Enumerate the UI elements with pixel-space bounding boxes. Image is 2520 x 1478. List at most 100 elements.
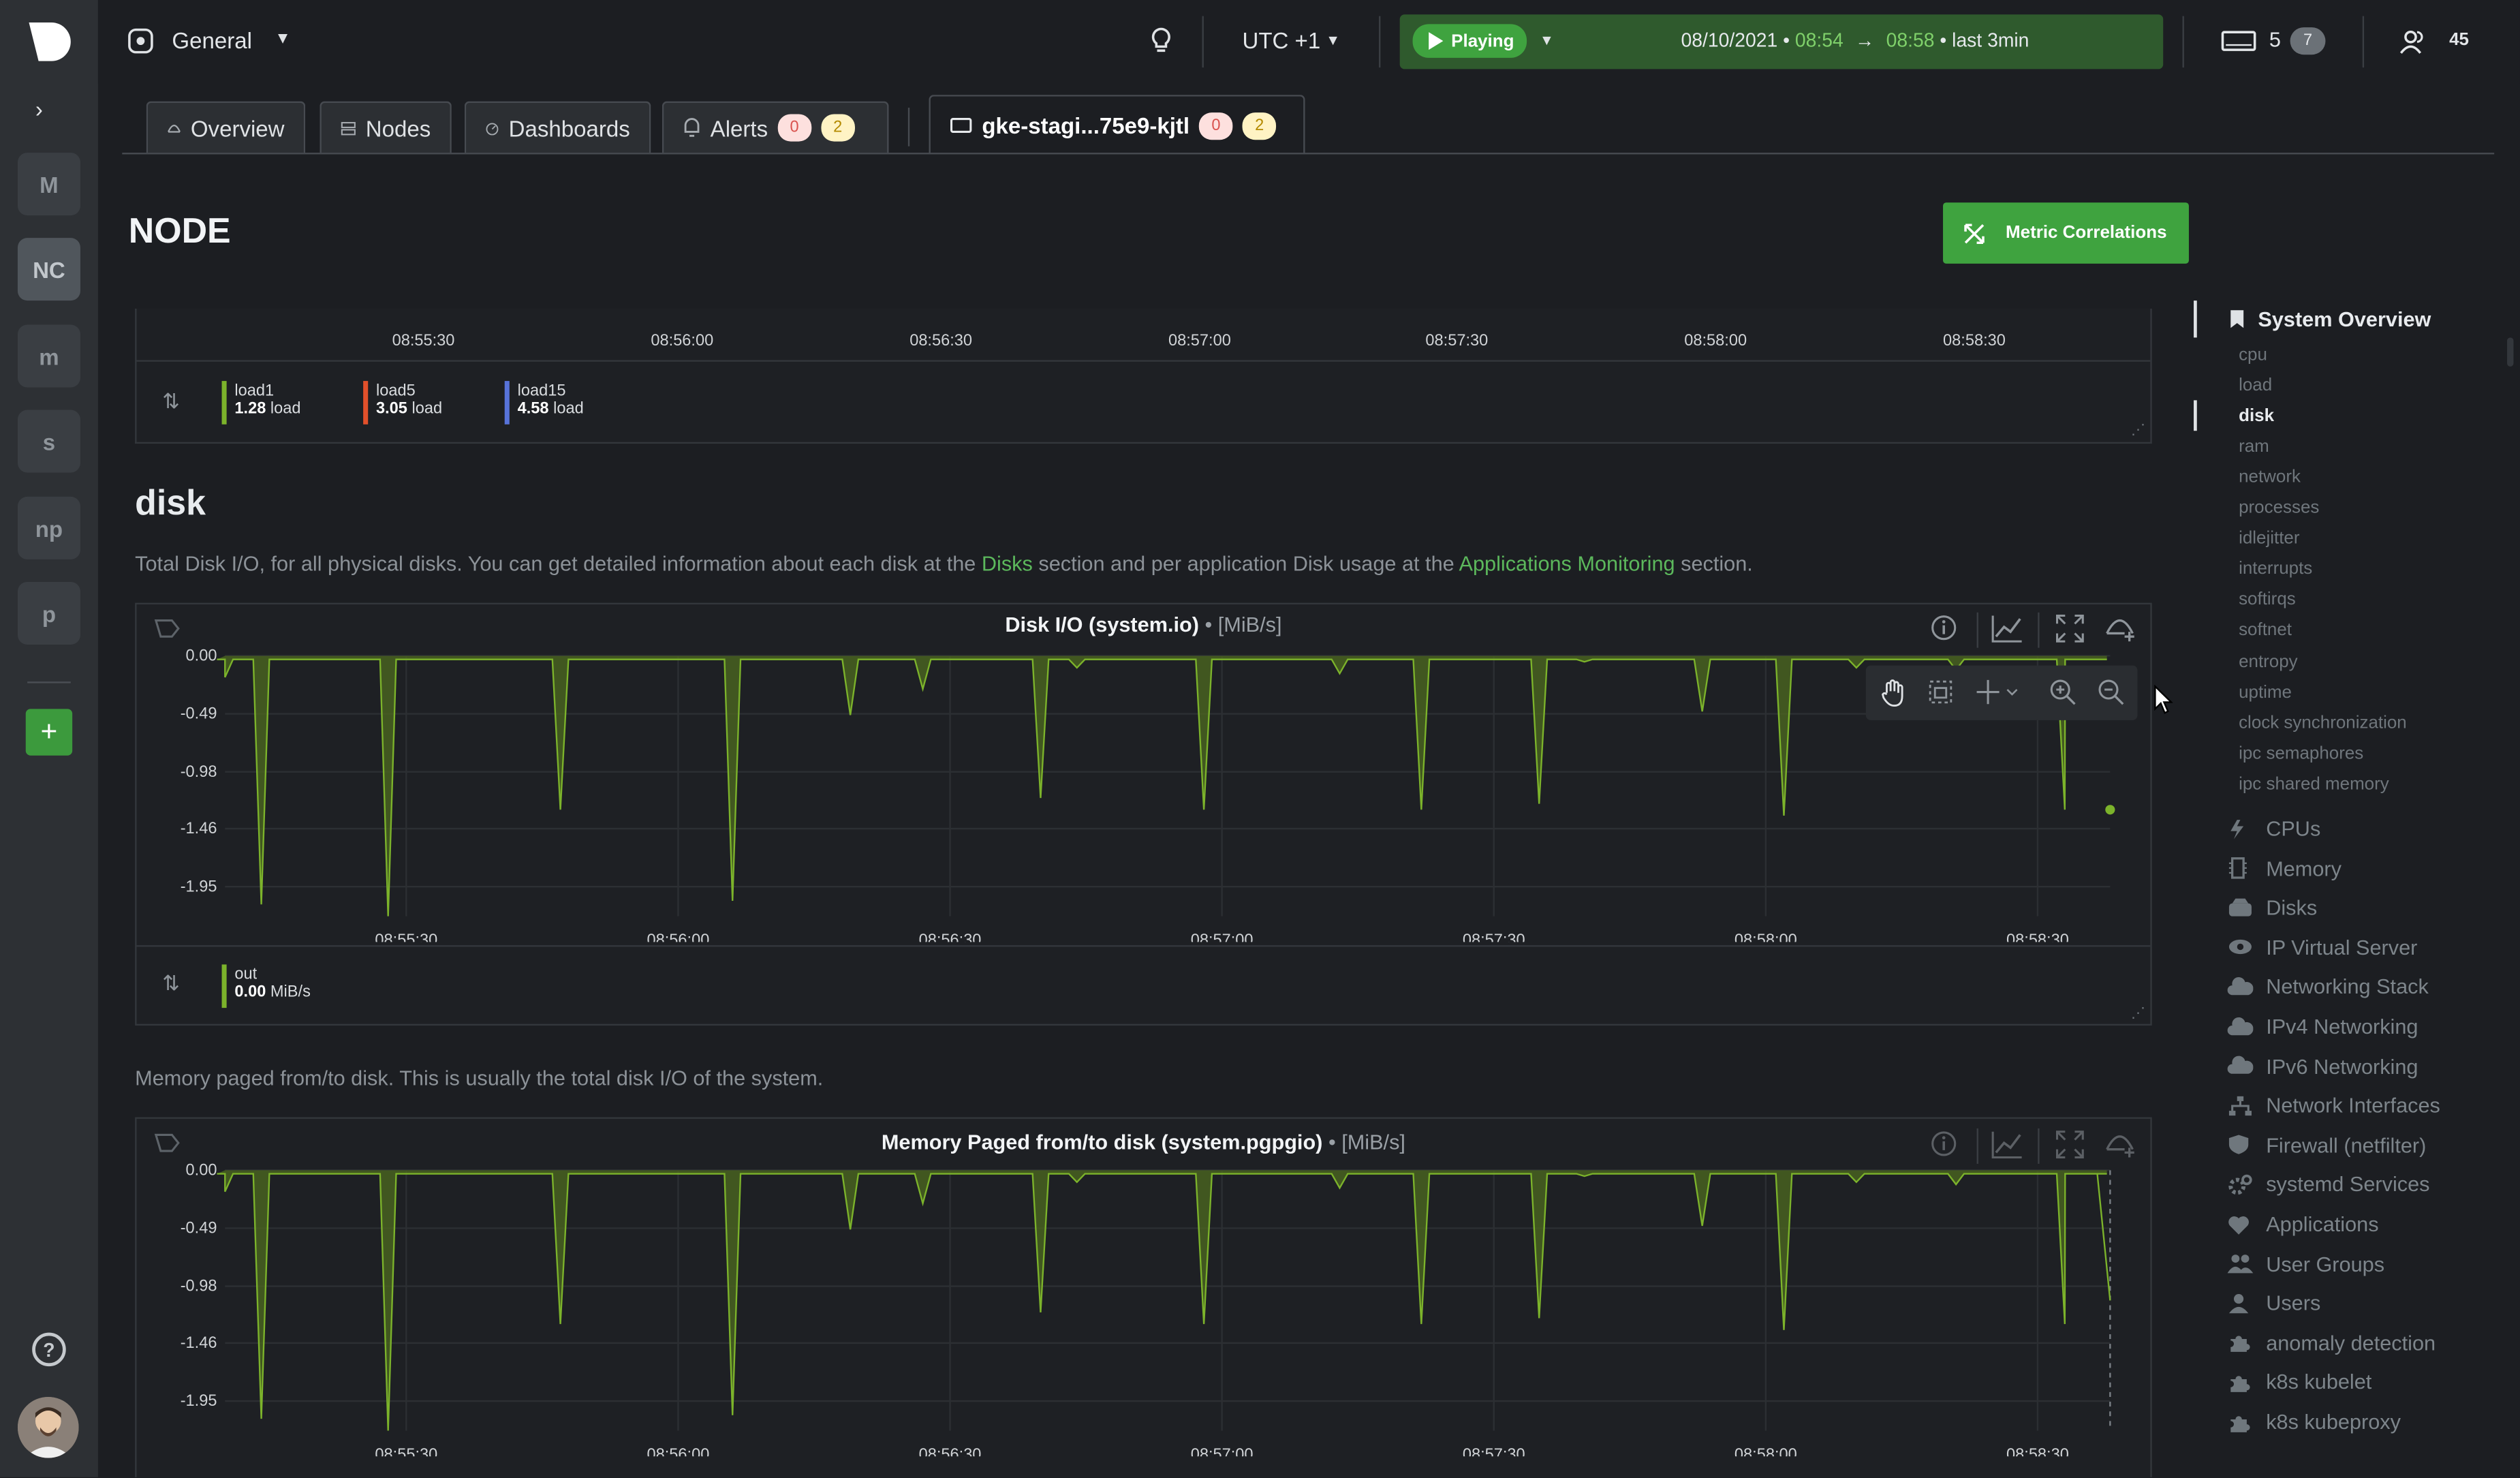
pgpgio-chart[interactable]: Memory Paged from/to disk (system.pgpgio…	[135, 1117, 2152, 1477]
chart-type-icon[interactable]	[1991, 614, 2023, 651]
nav-section-item[interactable]: Applications	[2228, 1212, 2379, 1236]
y-tick: -0.98	[181, 763, 217, 780]
room-selector[interactable]: General	[172, 27, 252, 53]
nav-section-item[interactable]: anomaly detection	[2228, 1331, 2436, 1355]
nav-section-item[interactable]: IPv6 Networking	[2227, 1054, 2418, 1078]
zoom-in-icon[interactable]	[2049, 678, 2076, 713]
nav-section-item[interactable]: Networking Stack	[2227, 974, 2429, 999]
nav-sub-item[interactable]: processes	[2239, 498, 2320, 519]
legend-item-load15[interactable]: load15 4.58 load	[518, 382, 584, 418]
help-icon[interactable]: ?	[32, 1332, 66, 1367]
x-tick: 08:58:00	[1735, 1445, 1797, 1456]
nav-section-item[interactable]: CPUs	[2228, 816, 2320, 841]
timeframe-bar[interactable]	[1399, 14, 2164, 70]
news-bulb-icon[interactable]	[1147, 26, 1175, 63]
timezone-chevron-down-icon[interactable]: ▼	[1326, 32, 1341, 48]
space-np[interactable]: np	[17, 496, 80, 559]
y-tick: 0.00	[186, 1160, 217, 1178]
user-avatar[interactable]	[17, 1396, 79, 1458]
tab-node[interactable]: gke-stagi...75e9-kjtl 0 2	[929, 95, 1305, 155]
nav-sub-item[interactable]: disk	[2239, 407, 2275, 427]
nav-section-item[interactable]: IP Virtual Server	[2228, 935, 2417, 959]
nav-sub-item[interactable]: softirqs	[2239, 590, 2296, 610]
chart-title-line: Memory Paged from/to disk (system.pgpgio…	[137, 1130, 2151, 1154]
nav-sub-item[interactable]: ipc shared memory	[2239, 774, 2389, 794]
legend-item-load5[interactable]: load5 3.05 load	[376, 382, 442, 418]
resize-handle-icon[interactable]: ⋰	[2131, 421, 2146, 437]
room-chevron-down-icon[interactable]: ▼	[275, 30, 291, 48]
sort-legend-icon[interactable]: ⇅	[162, 388, 180, 414]
space-m[interactable]: m	[17, 324, 80, 388]
expand-chevron-icon[interactable]: ›	[35, 96, 43, 123]
fullscreen-icon[interactable]	[2055, 614, 2084, 651]
tab-alerts[interactable]: Alerts 0 2	[662, 101, 889, 153]
users-count[interactable]: 45	[2449, 30, 2470, 50]
dashboard-add-icon[interactable]	[2105, 1130, 2136, 1167]
nav-system-overview[interactable]: System Overview	[2229, 307, 2431, 331]
nav-sub-item[interactable]: cpu	[2239, 345, 2267, 365]
x-tick: 08:56:30	[909, 333, 973, 351]
nav-sub-item[interactable]: interrupts	[2239, 559, 2313, 580]
room-icon	[127, 27, 154, 63]
crosshair-icon[interactable]	[1975, 678, 2020, 713]
nav-sub-item[interactable]: idlejitter	[2239, 529, 2300, 549]
resize-handle-icon[interactable]: ⋰	[2131, 1004, 2146, 1021]
nodes-icon[interactable]	[2221, 31, 2256, 59]
nav-sub-item[interactable]: clock synchronization	[2239, 713, 2407, 733]
chart-status-icon	[153, 1130, 181, 1162]
nav-sub-item[interactable]: ram	[2239, 437, 2269, 457]
nav-sub-item[interactable]: softnet	[2239, 621, 2292, 641]
chart-type-icon[interactable]	[1991, 1130, 2023, 1167]
fullscreen-icon[interactable]	[2055, 1130, 2084, 1167]
pan-hand-icon[interactable]	[1880, 678, 1908, 715]
nav-section-item[interactable]: k8s kubeproxy	[2228, 1410, 2401, 1434]
x-tick: 08:55:30	[375, 931, 437, 942]
nav-section-item[interactable]: Network Interfaces	[2228, 1094, 2440, 1118]
nav-sub-item[interactable]: uptime	[2239, 682, 2292, 702]
disk-io-chart[interactable]: Disk I/O (system.io) • [MiB/s] ⇅ out 0.0…	[135, 602, 2152, 1026]
nav-sub-item[interactable]: load	[2239, 376, 2273, 396]
space-p[interactable]: p	[17, 581, 80, 645]
nav-section-item[interactable]: Firewall (netfilter)	[2228, 1133, 2426, 1157]
nav-section-label: Memory	[2266, 856, 2342, 880]
tab-dashboards[interactable]: Dashboards	[464, 101, 651, 153]
tab-overview[interactable]: Overview	[146, 101, 306, 153]
add-space-button[interactable]: +	[25, 709, 73, 756]
space-m-upper[interactable]: M	[17, 153, 80, 216]
nav-section-item[interactable]: systemd Services	[2228, 1173, 2430, 1197]
applications-monitoring-link[interactable]: Applications Monitoring	[1459, 551, 1675, 576]
users-icon[interactable]	[2399, 29, 2427, 63]
nav-section-item[interactable]: User Groups	[2227, 1252, 2384, 1276]
sort-legend-icon[interactable]: ⇅	[162, 970, 180, 996]
space-nc[interactable]: NC	[17, 238, 80, 301]
legend-item-load1[interactable]: load1 1.28 load	[234, 382, 300, 418]
nodes-count[interactable]: 5	[2269, 27, 2281, 52]
disks-link[interactable]: Disks	[981, 551, 1033, 576]
disk-io-plot[interactable]: 0.00 -0.49 -0.98 -1.46 -1.95 08:55:30 08:56:00…	[137, 643, 2151, 942]
pgpgio-plot[interactable]: 0.00 -0.49 -0.98 -1.46 -1.95 08:55:30 08:56:00…	[137, 1157, 2151, 1456]
info-icon[interactable]	[1930, 614, 1957, 649]
nav-section-item[interactable]: Disks	[2228, 895, 2317, 920]
tab-nodes[interactable]: Nodes	[320, 101, 452, 153]
nav-section-item[interactable]: Memory	[2228, 856, 2342, 880]
timeframe-text[interactable]: 08/10/2021 • 08:54 → 08:58 • last 3min	[1681, 29, 2029, 51]
select-area-icon[interactable]	[1927, 678, 1954, 713]
play-chevron-down-icon[interactable]: ▼	[1539, 32, 1554, 48]
netdata-logo[interactable]	[26, 19, 74, 64]
play-status-button[interactable]: Playing	[1412, 24, 1527, 58]
legend-item-out[interactable]: out 0.00 MiB/s	[234, 966, 310, 1002]
nav-section-item[interactable]: IPv4 Networking	[2227, 1015, 2418, 1038]
nav-section-item[interactable]: k8s kubelet	[2228, 1370, 2371, 1394]
load-chart[interactable]: ⇅ load1 1.28 load load5 3.05 load load15…	[135, 308, 2152, 444]
metric-correlations-button[interactable]: Metric Correlations	[1943, 202, 2189, 264]
nav-scrollbar[interactable]	[2507, 337, 2514, 367]
info-icon[interactable]	[1930, 1130, 1957, 1165]
nav-sub-item[interactable]: ipc semaphores	[2239, 743, 2364, 763]
nav-section-item[interactable]: Users	[2228, 1291, 2320, 1315]
zoom-out-icon[interactable]	[2097, 678, 2124, 713]
space-s[interactable]: s	[17, 410, 80, 473]
dashboard-add-icon[interactable]	[2105, 614, 2136, 651]
timezone-selector[interactable]: UTC +1	[1242, 27, 1321, 53]
nav-sub-item[interactable]: entropy	[2239, 651, 2298, 671]
nav-sub-item[interactable]: network	[2239, 467, 2301, 488]
